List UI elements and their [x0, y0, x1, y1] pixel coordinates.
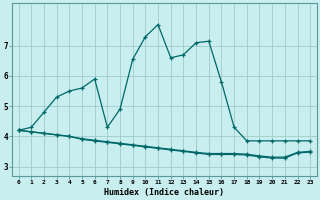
X-axis label: Humidex (Indice chaleur): Humidex (Indice chaleur) — [104, 188, 224, 197]
